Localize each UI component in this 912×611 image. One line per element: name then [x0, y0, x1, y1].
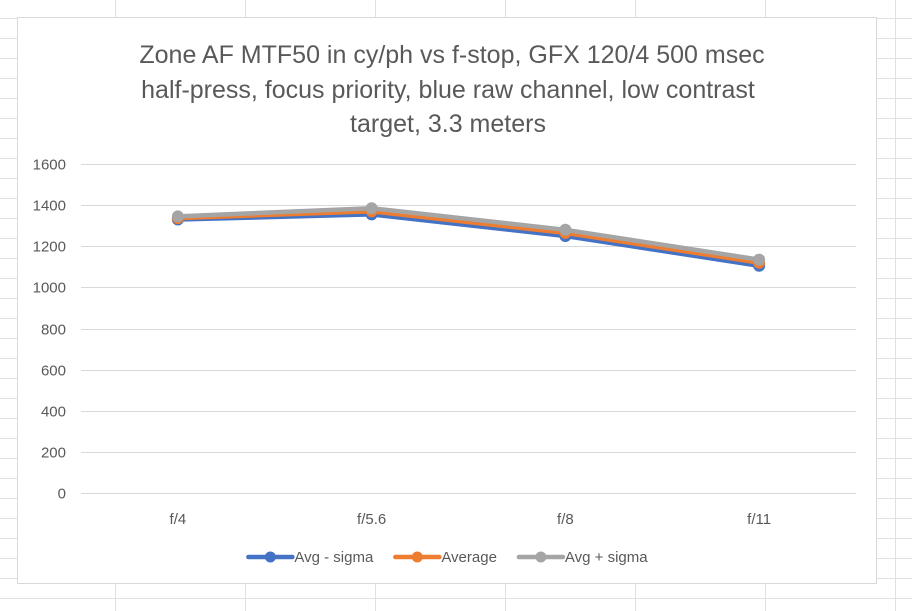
legend-swatch-marker [264, 551, 276, 563]
legend-swatch-marker [411, 551, 423, 563]
x-axis: f/4 f/5.6 f/8 f/11 [170, 511, 772, 528]
y-tick-label: 1600 [33, 157, 66, 174]
y-tick-label: 1200 [33, 239, 66, 256]
plot-gridlines [81, 164, 856, 494]
series-line [175, 205, 762, 262]
y-tick-label: 1000 [33, 280, 66, 297]
chart-title-line-2: half-press, focus priority, blue raw cha… [141, 76, 755, 104]
y-tick-label: 1400 [33, 198, 66, 215]
line-chart: Zone AF MTF50 in cy/ph vs f-stop, GFX 12… [33, 41, 856, 566]
legend-item[interactable]: Avg - sigma [246, 549, 374, 566]
data-point [753, 253, 766, 266]
legend-item[interactable]: Average [393, 549, 497, 566]
x-tick-label: f/8 [557, 511, 574, 528]
x-tick-label: f/5.6 [357, 511, 386, 528]
legend-label: Avg - sigma [294, 549, 374, 566]
legend-label: Average [441, 549, 497, 566]
y-tick-label: 800 [41, 322, 66, 339]
data-point [559, 223, 572, 236]
series-line [175, 209, 762, 265]
data-point [171, 210, 184, 223]
x-tick-label: f/4 [170, 511, 187, 528]
chart-title-line-1: Zone AF MTF50 in cy/ph vs f-stop, GFX 12… [139, 41, 764, 69]
y-tick-label: 400 [41, 404, 66, 421]
x-tick-label: f/11 [747, 511, 771, 528]
y-tick-label: 600 [41, 363, 66, 380]
y-tick-label: 200 [41, 445, 66, 462]
legend-label: Avg + sigma [565, 549, 648, 566]
data-point [365, 202, 378, 215]
legend: Avg - sigma Average Avg + sigma [246, 549, 648, 566]
series-avg-sigma [171, 202, 766, 266]
y-tick-label: 0 [58, 486, 66, 503]
y-axis: 0 200 400 600 800 1000 1200 1400 1600 [33, 157, 66, 503]
series-layer [171, 202, 766, 272]
legend-item[interactable]: Avg + sigma [516, 549, 648, 566]
chart-title-line-3: target, 3.3 meters [350, 110, 546, 138]
series-average [171, 205, 766, 269]
chart-title: Zone AF MTF50 in cy/ph vs f-stop, GFX 12… [139, 41, 764, 138]
chart-area[interactable]: Zone AF MTF50 in cy/ph vs f-stop, GFX 12… [17, 17, 877, 584]
legend-swatch-marker [535, 551, 547, 563]
